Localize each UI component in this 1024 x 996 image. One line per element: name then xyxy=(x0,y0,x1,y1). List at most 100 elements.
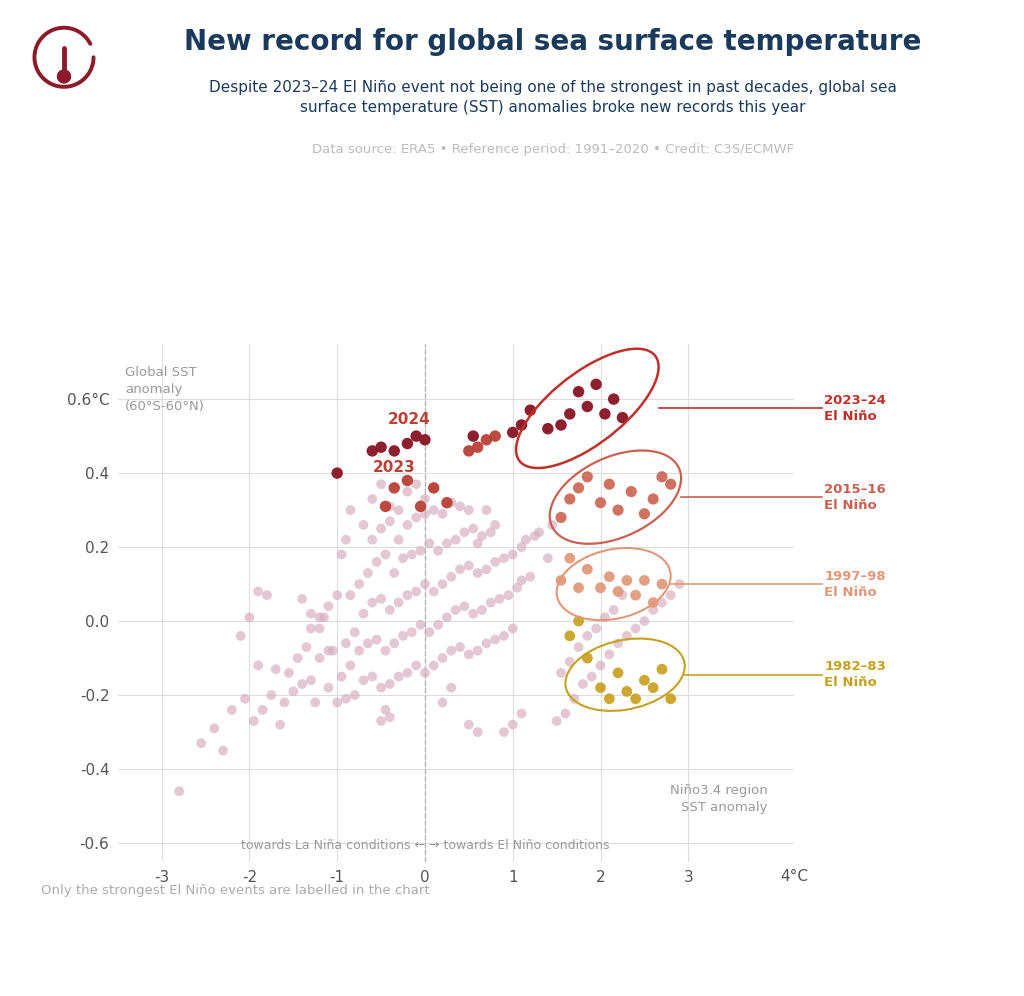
Point xyxy=(478,635,495,651)
Point xyxy=(588,376,604,392)
Point xyxy=(553,417,569,433)
Point xyxy=(469,724,485,740)
Point xyxy=(303,672,319,688)
Point xyxy=(382,602,398,618)
Point xyxy=(338,635,354,651)
Point xyxy=(592,679,608,695)
Point xyxy=(618,683,635,699)
Point xyxy=(390,532,407,548)
Point xyxy=(487,631,504,647)
Point xyxy=(580,627,596,643)
Point xyxy=(307,694,324,710)
Point xyxy=(386,565,402,581)
Point xyxy=(465,428,481,444)
Point xyxy=(614,409,631,425)
Point xyxy=(342,588,358,604)
Point xyxy=(487,428,504,444)
Point xyxy=(526,528,543,544)
Point xyxy=(373,713,389,729)
Point xyxy=(452,498,468,514)
Point xyxy=(478,432,495,448)
Point xyxy=(329,465,345,481)
Point xyxy=(438,610,455,625)
Point xyxy=(570,480,587,496)
Point xyxy=(601,646,617,662)
Point xyxy=(351,642,368,658)
Point xyxy=(645,491,662,507)
Point xyxy=(636,573,652,589)
Point xyxy=(426,480,442,496)
Point xyxy=(474,602,490,618)
Point xyxy=(426,502,442,518)
Point xyxy=(438,495,455,511)
Point xyxy=(482,595,499,611)
Point xyxy=(461,443,477,459)
Point xyxy=(246,713,262,729)
Point xyxy=(614,588,631,604)
Point xyxy=(465,521,481,537)
Point xyxy=(540,550,556,566)
Point xyxy=(610,635,627,651)
Point xyxy=(469,536,485,552)
Point xyxy=(496,724,512,740)
Point xyxy=(338,532,354,548)
Point xyxy=(355,606,372,622)
Point xyxy=(518,532,535,548)
Point xyxy=(663,588,679,604)
Point xyxy=(505,547,521,563)
Point xyxy=(373,521,389,537)
Point xyxy=(342,502,358,518)
Point xyxy=(171,783,187,799)
Point xyxy=(553,573,569,589)
Point xyxy=(403,624,420,640)
Text: 2024: 2024 xyxy=(388,412,430,427)
Point xyxy=(315,610,332,625)
Text: 1982–83
El Niño: 1982–83 El Niño xyxy=(824,660,886,689)
Point xyxy=(365,443,381,459)
Circle shape xyxy=(57,70,71,83)
Point xyxy=(223,702,240,718)
Point xyxy=(522,402,539,418)
Point xyxy=(355,672,372,688)
Point xyxy=(417,665,433,681)
Point xyxy=(447,532,464,548)
Text: 4°C: 4°C xyxy=(780,869,808,883)
Point xyxy=(390,668,407,684)
Point xyxy=(618,627,635,643)
Point xyxy=(653,469,670,485)
Point xyxy=(553,510,569,526)
Point xyxy=(434,650,451,666)
Point xyxy=(386,635,402,651)
Point xyxy=(601,569,617,585)
Point xyxy=(452,639,468,655)
Point xyxy=(373,591,389,607)
Point xyxy=(329,588,345,604)
Point xyxy=(645,679,662,695)
Point xyxy=(434,506,451,522)
Point xyxy=(386,443,402,459)
Point xyxy=(369,554,385,570)
Point xyxy=(417,491,433,507)
Point xyxy=(365,595,381,611)
Point xyxy=(496,550,512,566)
Point xyxy=(382,676,398,692)
Point xyxy=(487,517,504,533)
Point xyxy=(399,665,416,681)
Point xyxy=(321,599,337,615)
Point xyxy=(566,691,583,707)
Point xyxy=(592,657,608,673)
Point xyxy=(443,679,460,695)
Point xyxy=(487,554,504,570)
Point xyxy=(346,624,362,640)
Point xyxy=(359,565,376,581)
Point xyxy=(359,635,376,651)
Point xyxy=(580,562,596,578)
Point xyxy=(580,398,596,414)
Point xyxy=(610,584,627,600)
Point xyxy=(294,676,310,692)
Point xyxy=(325,642,341,658)
Point xyxy=(311,610,328,625)
Point xyxy=(373,439,389,455)
Point xyxy=(592,580,608,596)
Point xyxy=(469,642,485,658)
